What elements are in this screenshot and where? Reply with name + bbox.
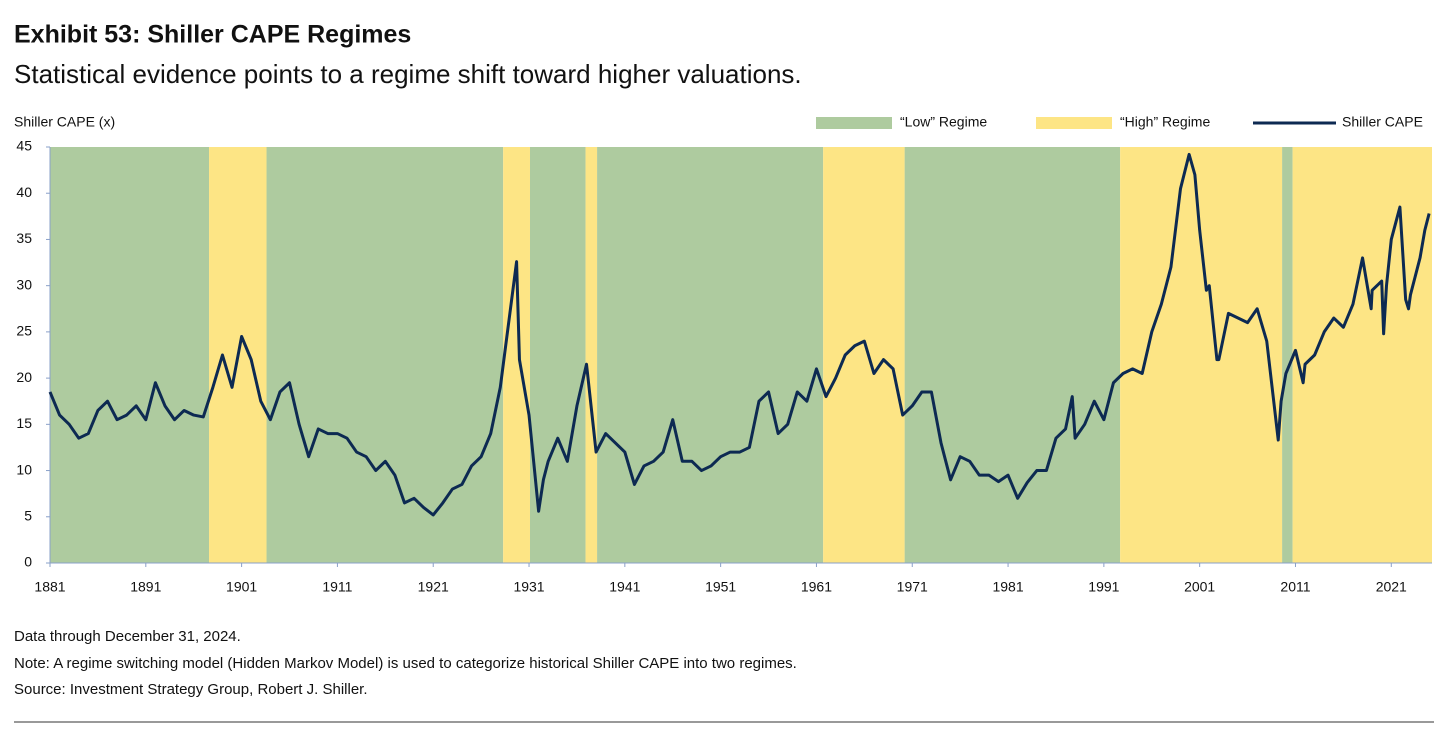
x-tick-label: 1961 bbox=[801, 579, 832, 595]
x-tick-label: 1881 bbox=[34, 579, 65, 595]
x-tick-label: 1931 bbox=[513, 579, 544, 595]
chart-title: Exhibit 53: Shiller CAPE Regimes bbox=[14, 21, 411, 49]
legend-swatch bbox=[1036, 117, 1112, 129]
x-tick-label: 1981 bbox=[992, 579, 1023, 595]
footnote: Source: Investment Strategy Group, Rober… bbox=[14, 681, 368, 698]
y-tick-label: 15 bbox=[16, 415, 32, 431]
regime-band bbox=[529, 147, 586, 563]
x-tick-label: 1901 bbox=[226, 579, 257, 595]
footnote: Data through December 31, 2024. bbox=[14, 628, 241, 645]
x-tick-label: 1971 bbox=[897, 579, 928, 595]
x-tick-label: 2021 bbox=[1376, 579, 1407, 595]
x-tick-label: 1921 bbox=[418, 579, 449, 595]
y-tick-label: 30 bbox=[16, 276, 32, 292]
x-tick-label: 1941 bbox=[609, 579, 640, 595]
regime-band bbox=[503, 147, 530, 563]
footnote: Note: A regime switching model (Hidden M… bbox=[14, 655, 797, 672]
regime-band bbox=[597, 147, 824, 563]
regime-band bbox=[1120, 147, 1283, 563]
x-tick-label: 1991 bbox=[1088, 579, 1119, 595]
legend-label: “Low” Regime bbox=[900, 114, 987, 130]
y-tick-label: 0 bbox=[24, 554, 32, 570]
y-tick-label: 45 bbox=[16, 138, 32, 154]
legend-swatch bbox=[816, 117, 892, 129]
regime-band bbox=[585, 147, 598, 563]
y-tick-label: 35 bbox=[16, 230, 32, 246]
regime-band bbox=[904, 147, 1121, 563]
x-tick-label: 1891 bbox=[130, 579, 161, 595]
y-tick-label: 5 bbox=[24, 507, 32, 523]
x-tick-label: 1911 bbox=[322, 579, 352, 595]
x-tick-label: 1951 bbox=[705, 579, 736, 595]
y-axis-label: Shiller CAPE (x) bbox=[14, 114, 115, 130]
y-tick-label: 10 bbox=[16, 461, 32, 477]
legend-label: “High” Regime bbox=[1120, 114, 1210, 130]
y-tick-label: 25 bbox=[16, 323, 32, 339]
y-tick-label: 20 bbox=[16, 369, 32, 385]
y-tick-label: 40 bbox=[16, 184, 32, 200]
legend-label: Shiller CAPE bbox=[1342, 114, 1423, 130]
x-tick-label: 2001 bbox=[1184, 579, 1215, 595]
regime-band bbox=[266, 147, 504, 563]
regime-band bbox=[50, 147, 210, 563]
regime-band bbox=[1282, 147, 1293, 563]
x-tick-label: 2011 bbox=[1280, 579, 1310, 595]
cape-line bbox=[48, 152, 1431, 517]
chart-subtitle: Statistical evidence points to a regime … bbox=[14, 59, 802, 89]
regime-band bbox=[823, 147, 905, 563]
